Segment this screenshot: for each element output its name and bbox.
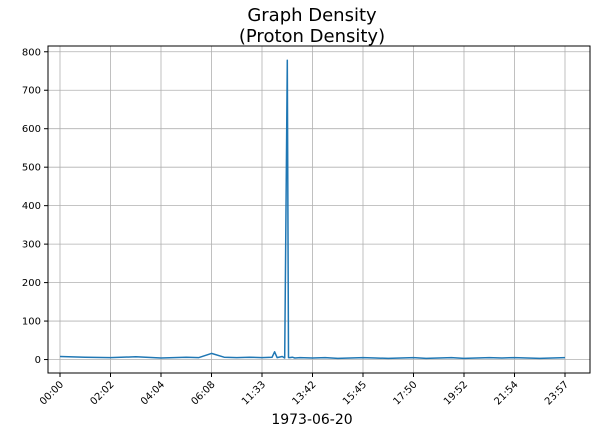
y-tick-label: 100 — [22, 317, 41, 328]
x-tick-label: 11:33 — [240, 379, 268, 407]
x-axis-label: 1973-06-20 — [271, 412, 352, 428]
y-tick-label: 700 — [22, 86, 41, 97]
x-tick-label: 17:50 — [391, 379, 419, 407]
x-tick-label: 19:52 — [442, 379, 470, 407]
x-tick-label: 06:08 — [189, 379, 217, 407]
chart-title: Graph Density — [247, 5, 377, 26]
series-line — [59, 59, 566, 360]
x-tick-label: 15:45 — [341, 379, 369, 407]
y-tick-label: 0 — [35, 355, 41, 366]
x-tick-label: 00:00 — [38, 379, 66, 407]
x-tick-label: 21:54 — [492, 379, 520, 407]
y-tick-label: 400 — [22, 201, 41, 212]
grid — [48, 46, 590, 373]
y-tick-label: 200 — [22, 278, 41, 289]
y-tick-label: 500 — [22, 163, 41, 174]
y-tick-label: 600 — [22, 124, 41, 135]
x-tick-label: 02:02 — [88, 379, 116, 407]
chart-subtitle: (Proton Density) — [239, 26, 385, 47]
x-tick-label: 23:57 — [543, 379, 571, 407]
x-tick-label: 04:04 — [139, 379, 167, 407]
y-tick-label: 300 — [22, 240, 41, 251]
y-axis: 0 100 200 300 400 500 600 700 800 — [22, 47, 48, 366]
x-axis: 00:00 02:02 04:04 06:08 11:33 13:42 15:45 17:50… — [38, 373, 571, 408]
y-tick-label: 800 — [22, 47, 41, 58]
plot-area — [59, 59, 566, 360]
axes-frame — [47, 45, 591, 374]
x-tick-label: 13:42 — [290, 379, 318, 407]
